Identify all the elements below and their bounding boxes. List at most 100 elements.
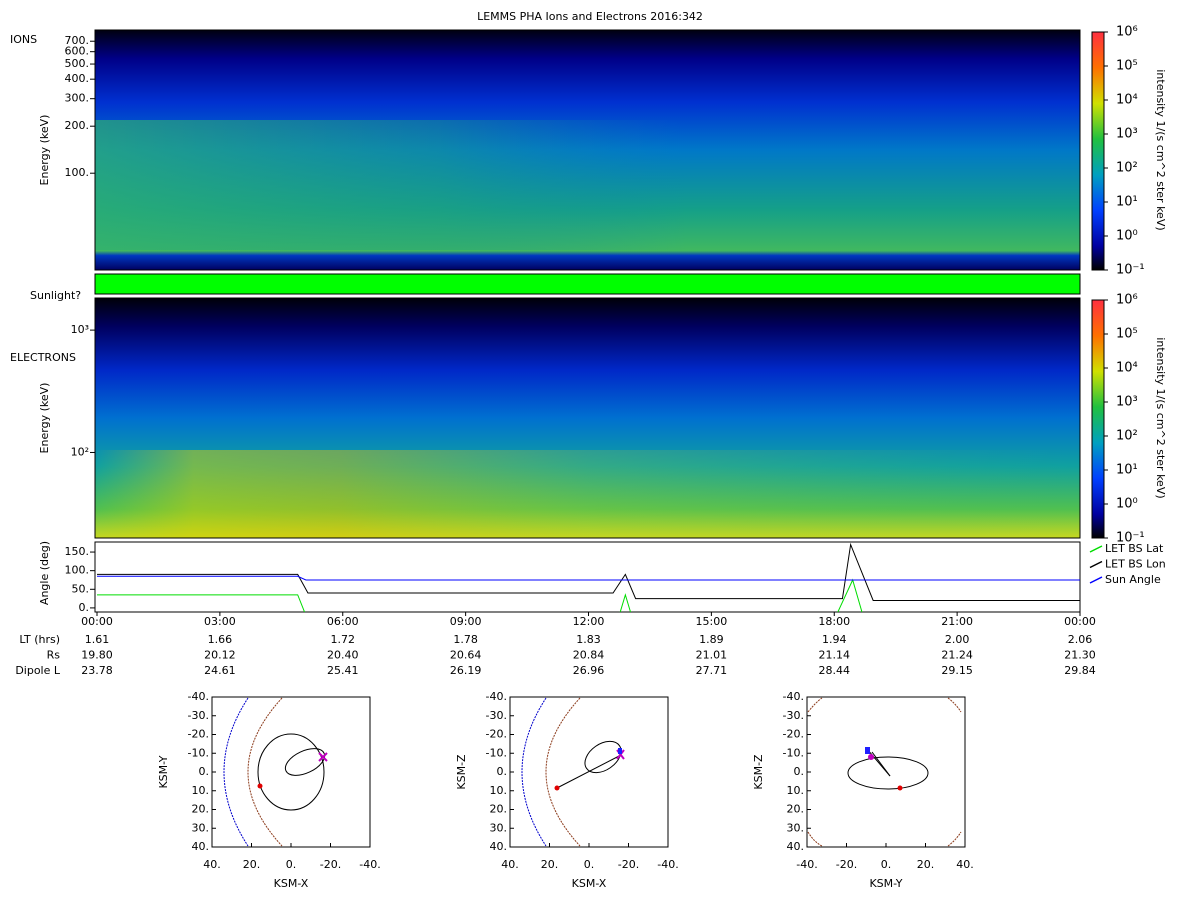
y-tick-label: -20. <box>783 728 804 741</box>
x-tick-label: 12:00 <box>573 615 605 628</box>
row-value: 28.44 <box>819 664 851 677</box>
colorbar-tick-label: 10⁵ <box>1116 327 1138 342</box>
panel-label: Sunlight? <box>30 289 81 302</box>
x-axis-label: KSM-Y <box>869 877 902 890</box>
colorbar-tick-label: 10³ <box>1116 395 1138 410</box>
y-tick-label: 10. <box>490 784 508 797</box>
chart-title: LEMMS PHA Ions and Electrons 2016:342 <box>477 10 703 23</box>
y-tick-label: 30. <box>490 821 508 834</box>
y-tick-label: -20. <box>188 728 209 741</box>
colorbar-label: intensity 1/(s cm^2 ster keV) <box>1154 337 1167 498</box>
y-axis-label: Energy (keV) <box>38 115 51 186</box>
y-axis-label: Angle (deg) <box>38 541 51 605</box>
y-axis-label: KSM-Y <box>157 755 170 788</box>
y-tick-label: 10. <box>192 784 210 797</box>
x-tick-label: 20. <box>243 858 261 871</box>
legend-label: LET BS Lat <box>1105 542 1164 555</box>
y-tick-label: 0. <box>199 765 210 778</box>
x-tick-label: 21:00 <box>941 615 973 628</box>
x-tick-label: 06:00 <box>327 615 359 628</box>
y-tick-label: -40. <box>486 690 507 703</box>
row-value: 26.96 <box>573 664 605 677</box>
y-tick-label: 700. <box>65 34 90 47</box>
row-value: 21.24 <box>941 649 973 662</box>
colorbar-tick-label: 10² <box>1116 429 1138 444</box>
y-tick-label: -30. <box>188 709 209 722</box>
y-tick-label: 300. <box>65 92 90 105</box>
row-value: 23.78 <box>81 664 113 677</box>
y-tick-label: -20. <box>486 728 507 741</box>
y-tick-label: 20. <box>490 803 508 816</box>
row-value: 21.01 <box>696 649 728 662</box>
x-tick-label: -20. <box>320 858 341 871</box>
y-tick-label: -40. <box>783 690 804 703</box>
y-tick-label: 600. <box>65 45 90 58</box>
y-tick-label: 20. <box>787 803 805 816</box>
row-value: 1.61 <box>85 633 110 646</box>
colorbar-tick-label: 10² <box>1116 161 1138 176</box>
colorbar-tick-label: 10¹ <box>1116 463 1138 478</box>
row-value: 20.84 <box>573 649 605 662</box>
legend-swatch <box>1089 545 1103 553</box>
y-tick-label: 200. <box>65 119 90 132</box>
row-value: 20.12 <box>204 649 236 662</box>
y-tick-label: 150. <box>65 545 90 558</box>
colorbar-tick-label: 10⁶ <box>1116 293 1138 308</box>
row-value: 2.06 <box>1068 633 1093 646</box>
x-tick-label: 20. <box>541 858 559 871</box>
colorbar-tick-label: 10¹ <box>1116 195 1138 210</box>
angle-line <box>97 542 1080 601</box>
ion-spectrogram-shade <box>95 120 1080 250</box>
plot-frame <box>94 29 1081 271</box>
colorbar-tick-label: 10⁻¹ <box>1116 531 1145 546</box>
electron-spectrogram-shade <box>95 450 1080 538</box>
row-value: 1.78 <box>453 633 478 646</box>
row-value: 1.89 <box>699 633 724 646</box>
row-value: 26.19 <box>450 664 482 677</box>
row-label: LT (hrs) <box>19 633 60 646</box>
row-value: 29.84 <box>1064 664 1096 677</box>
x-axis-label: KSM-X <box>274 877 309 890</box>
y-tick-label: 100. <box>65 564 90 577</box>
y-tick-label: -40. <box>188 690 209 703</box>
x-tick-label: -20. <box>618 858 639 871</box>
sunlight-band <box>94 273 1081 295</box>
row-value: 21.30 <box>1064 649 1096 662</box>
y-tick-label: 30. <box>787 821 805 834</box>
row-value: 24.61 <box>204 664 236 677</box>
colorbar-tick-label: 10⁻¹ <box>1116 263 1145 278</box>
y-tick-label: 500. <box>65 57 90 70</box>
x-tick-label: 00:00 <box>81 615 113 628</box>
row-label: Rs <box>47 649 61 662</box>
legend-swatch <box>1089 576 1103 584</box>
x-tick-label: -40. <box>796 858 817 871</box>
panel-label: IONS <box>10 33 37 46</box>
row-label: Dipole L <box>15 664 61 677</box>
x-tick-label: -40. <box>359 858 380 871</box>
x-tick-label: 09:00 <box>450 615 482 628</box>
y-tick-label: 0. <box>794 765 805 778</box>
angle-line <box>97 578 863 612</box>
colorbar <box>1091 299 1105 539</box>
y-tick-label: 20. <box>192 803 210 816</box>
x-axis-label: KSM-X <box>572 877 607 890</box>
colorbar-tick-label: 10⁰ <box>1116 497 1138 512</box>
x-tick-label: 00:00 <box>1064 615 1096 628</box>
y-axis-label: KSM-Z <box>752 754 765 790</box>
x-tick-label: 20. <box>917 858 935 871</box>
y-tick-label: 0. <box>497 765 508 778</box>
colorbar-tick-label: 10⁵ <box>1116 59 1138 74</box>
x-tick-label: 40. <box>501 858 519 871</box>
colorbar-tick-label: 10³ <box>1116 127 1138 142</box>
y-tick-label: 10³ <box>71 323 89 336</box>
y-tick-label: 50. <box>72 582 90 595</box>
panel-label: ELECTRONS <box>10 351 76 364</box>
y-tick-label: -10. <box>486 746 507 759</box>
legend-label: Sun Angle <box>1105 573 1161 586</box>
row-value: 25.41 <box>327 664 359 677</box>
y-tick-label: 40. <box>490 840 508 853</box>
row-value: 21.14 <box>819 649 851 662</box>
row-value: 19.80 <box>81 649 113 662</box>
x-tick-label: 40. <box>203 858 221 871</box>
y-tick-label: -10. <box>188 746 209 759</box>
